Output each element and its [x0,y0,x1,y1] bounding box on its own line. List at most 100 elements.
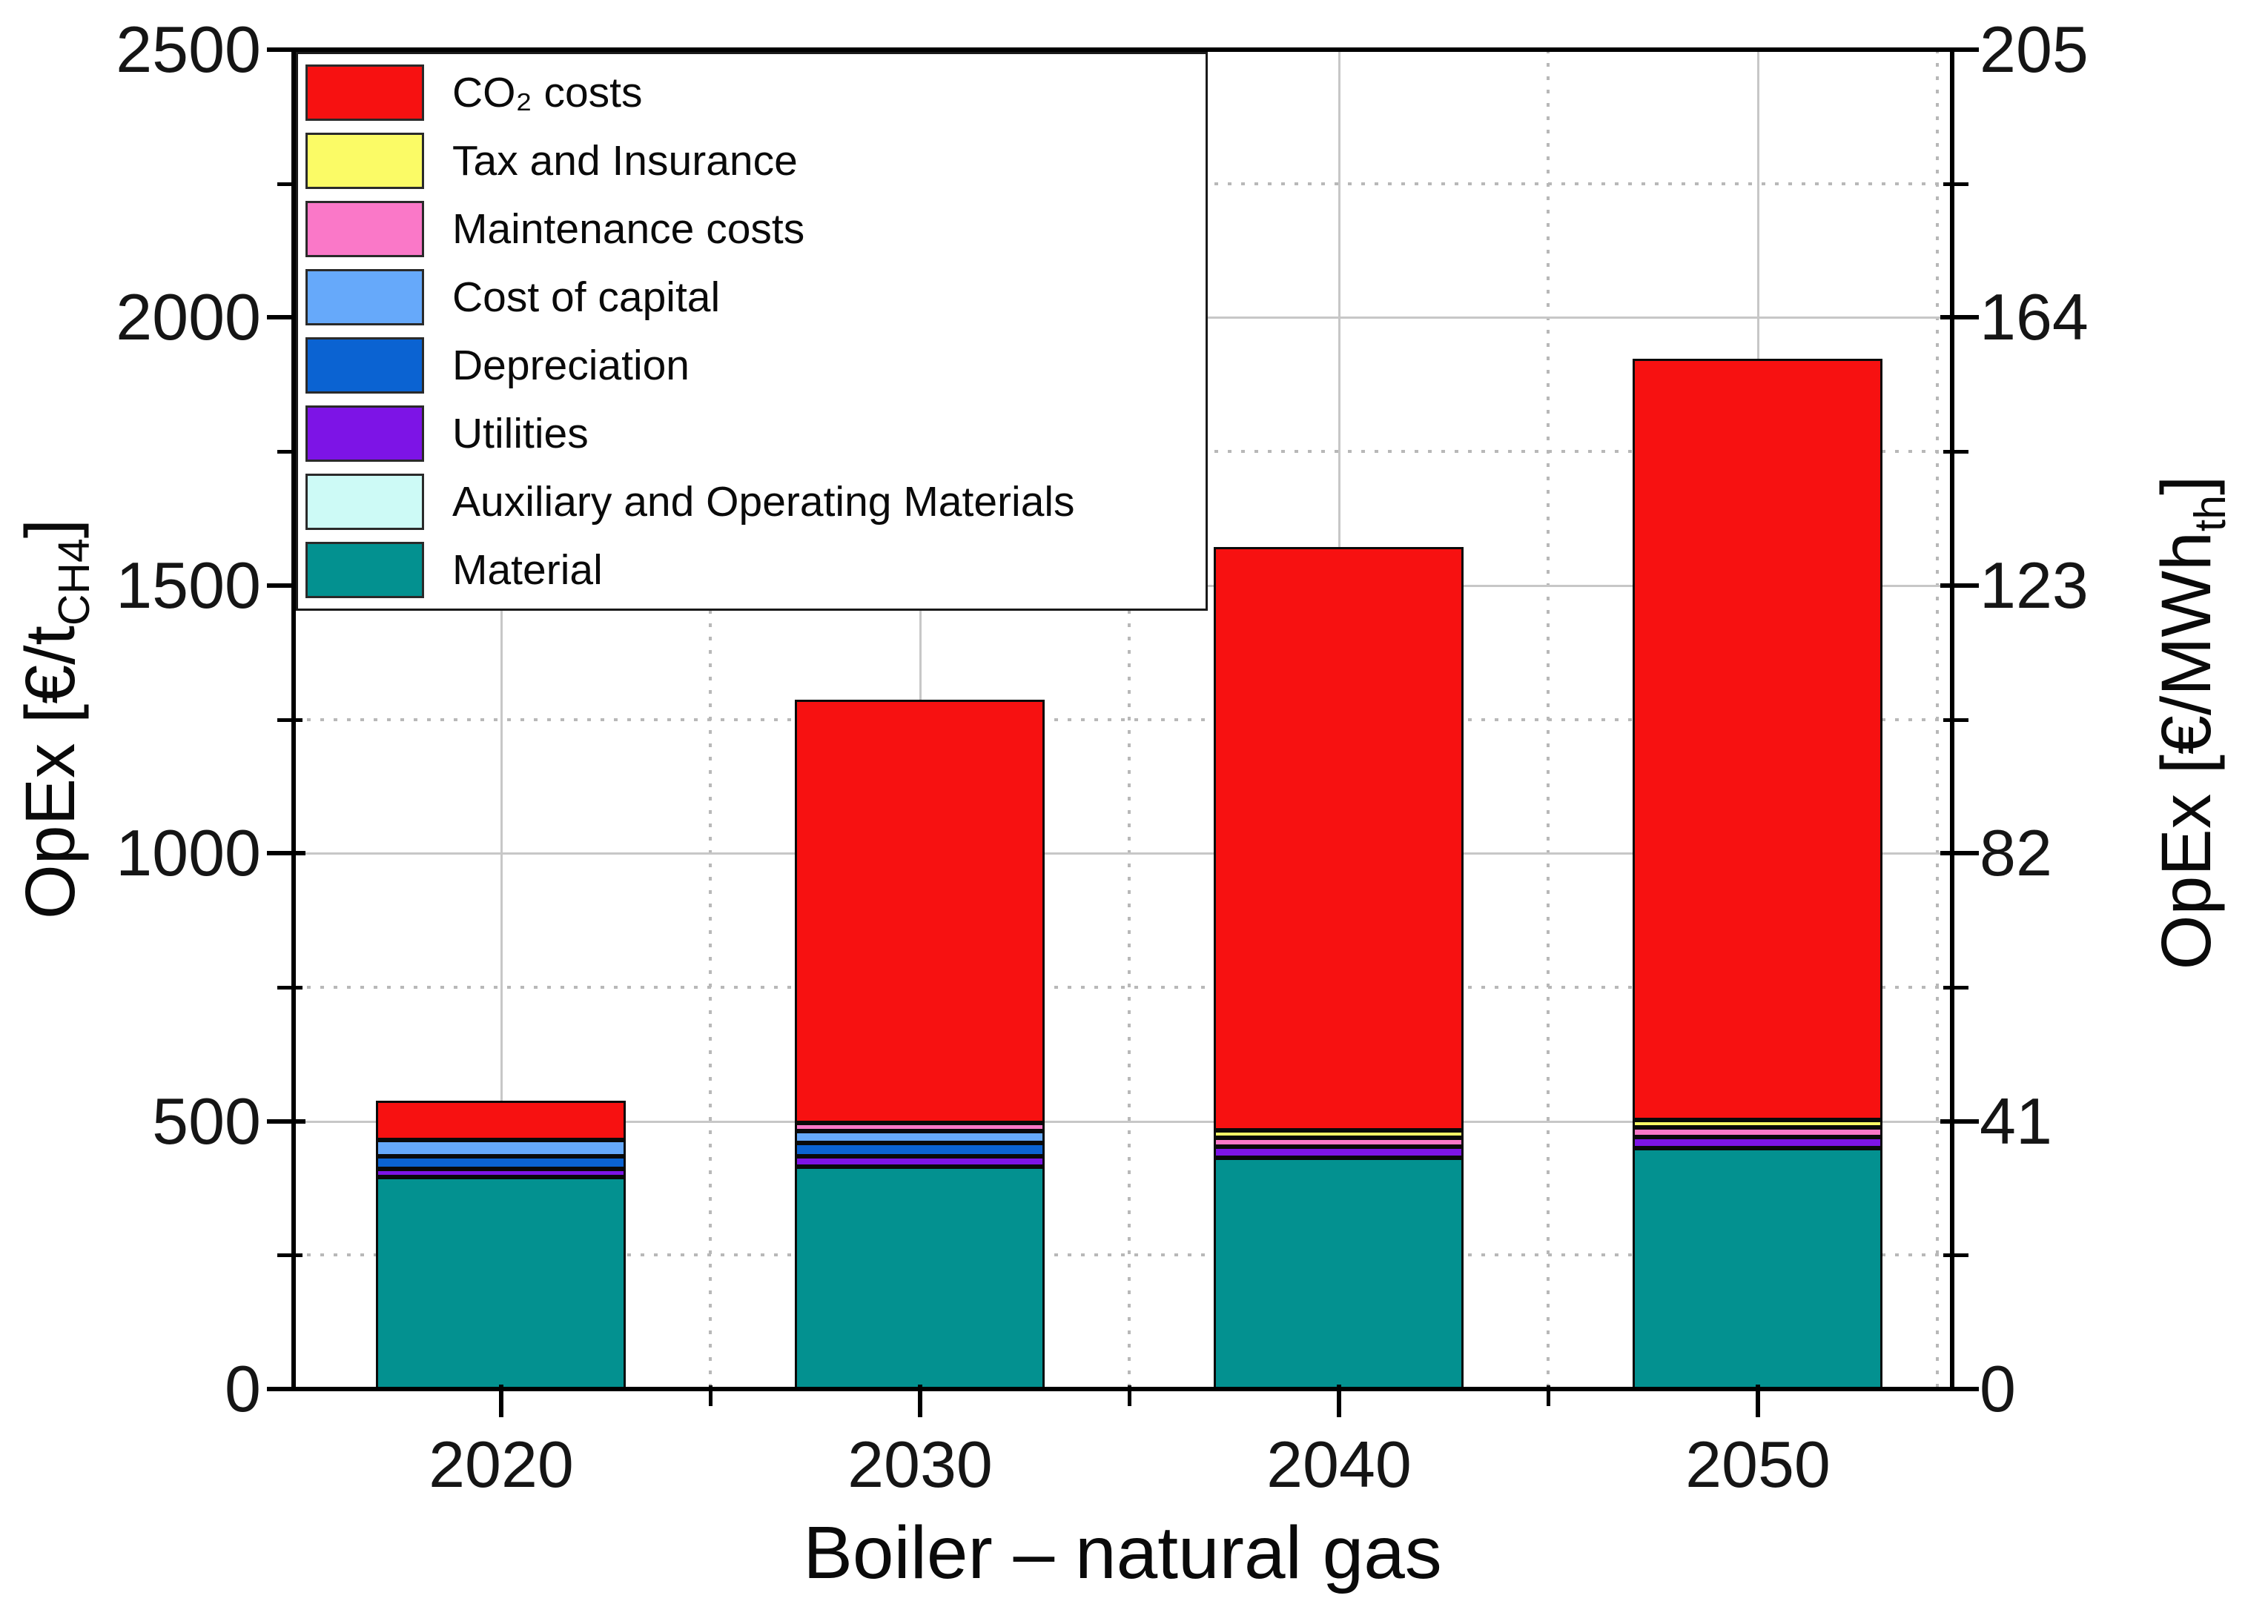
right-axis-title-subscript: th [2186,495,2235,532]
left-axis-major-tick [267,47,305,52]
major-gridline-horizontal [294,1120,1952,1123]
minor-gridline-horizontal [294,717,1952,721]
legend-swatch [305,542,424,598]
right-axis-minor-tick [1943,717,1968,722]
x-axis-tick-label: 2020 [429,1428,574,1501]
bar-segment-2050 [1633,1147,1882,1389]
right-axis-minor-tick [1943,1253,1968,1258]
right-axis-title: OpEx [€/MWhth] [2146,476,2235,970]
left-axis-title-text: OpEx [€/t [11,626,90,920]
right-axis-title-close: ] [2147,475,2226,496]
bar-segment-2050 [1633,359,1882,1121]
bar-segment-2030 [795,1156,1045,1167]
bar-segment-2020 [376,1177,626,1389]
bar-segment-2030 [795,1122,1045,1131]
legend-label: Depreciation [452,342,690,389]
legend-swatch [305,269,424,325]
left-axis-minor-tick [277,182,302,186]
left-axis-tick-label: 0 [225,1352,261,1425]
bar-segment-2050 [1633,1127,1882,1138]
bar-segment-2030 [795,1130,1045,1144]
bar-segment-2020 [376,1168,626,1178]
legend-label: CO₂ costs [452,69,643,116]
minor-gridline-horizontal [294,1253,1952,1257]
major-gridline-horizontal [294,852,1952,855]
right-axis-minor-tick [1943,985,1968,990]
x-axis-major-tick [1337,1385,1341,1417]
right-axis-major-tick [1940,315,1979,320]
right-axis-tick-label: 205 [1980,13,2089,86]
bar-segment-2030 [795,699,1045,1123]
right-axis-title-text: OpEx [€/MWh [2147,531,2226,970]
minor-gridline-vertical [1128,50,1131,1389]
right-axis-tick-label: 123 [1980,548,2089,622]
bar-segment-2030 [795,1167,1045,1389]
bar-segment-2040 [1214,1138,1464,1147]
x-axis-tick-label: 2050 [1685,1428,1831,1501]
left-axis-tick-label: 1000 [116,816,261,890]
left-axis-minor-tick [277,450,302,454]
x-axis-major-tick [1756,1385,1760,1417]
legend-swatch [305,64,424,121]
right-axis-major-tick [1940,1387,1979,1391]
right-axis-major-tick [1940,583,1979,588]
legend: CO₂ costs Tax and Insurance Maintenance co… [296,52,1208,611]
legend-label: Cost of capital [452,274,721,321]
x-axis-minor-tick [709,1385,713,1406]
legend-item-4: Cost of capital [298,263,1206,331]
x-axis-title: Boiler – natural gas [803,1511,1442,1594]
x-axis-tick-label: 2040 [1266,1428,1412,1501]
left-axis-title: OpEx [€/tCH4] [10,519,99,919]
left-axis-title-subscript: CH4 [50,538,99,626]
legend-item-8: Material [298,536,1206,604]
major-gridline-vertical [500,50,503,1389]
bar-segment-2050 [1633,1120,1882,1127]
left-axis-minor-tick [277,717,302,722]
legend-swatch [305,133,424,189]
x-axis-major-tick [918,1385,922,1417]
x-axis-tick-label: 2030 [847,1428,993,1501]
bar-segment-2040 [1214,1130,1464,1138]
left-axis-title-close: ] [11,518,90,539]
left-axis-major-tick [267,851,305,856]
legend-item-3: Maintenance costs [298,195,1206,263]
left-axis-tick-label: 2000 [116,280,261,354]
right-axis-tick-label: 164 [1980,280,2089,354]
legend-swatch [305,405,424,462]
bar-segment-2020 [376,1139,626,1156]
minor-gridline-vertical [1547,50,1550,1389]
x-axis-minor-tick [1128,1385,1131,1406]
right-axis-tick-label: 0 [1980,1352,2016,1425]
left-axis-major-tick [267,583,305,588]
left-axis-major-tick [267,315,305,320]
left-axis-major-tick [267,1118,305,1124]
legend-label: Material [452,546,603,594]
legend-label: Utilities [452,410,589,457]
legend-item-1: CO₂ costs [298,59,1206,127]
right-axis-tick-label: 82 [1980,816,2052,890]
right-axis-minor-tick [1943,450,1968,454]
x-axis-minor-tick [1547,1385,1550,1406]
legend-swatch [305,201,424,257]
x-axis-bottom [291,1387,1954,1391]
left-axis-tick-label: 500 [152,1084,261,1158]
legend-item-2: Tax and Insurance [298,127,1206,195]
bar-segment-2020 [376,1101,626,1140]
right-axis-major-tick [1940,851,1979,856]
bar-segment-2040 [1214,1157,1464,1389]
right-axis-tick-label: 41 [1980,1084,2052,1158]
x-axis-top [291,47,1954,52]
left-axis-minor-tick [277,1253,302,1258]
bar-segment-2030 [795,1143,1045,1156]
bar-segment-2050 [1633,1137,1882,1148]
legend-item-6: Utilities [298,400,1206,468]
legend-swatch [305,474,424,530]
minor-gridline-horizontal [294,985,1952,989]
bar-segment-2040 [1214,546,1464,1130]
left-axis-minor-tick [277,985,302,990]
bar-segment-2020 [376,1156,626,1169]
left-axis-tick-label: 1500 [116,548,261,622]
minor-gridline-vertical [709,50,712,1389]
right-axis-minor-tick [1943,182,1968,186]
